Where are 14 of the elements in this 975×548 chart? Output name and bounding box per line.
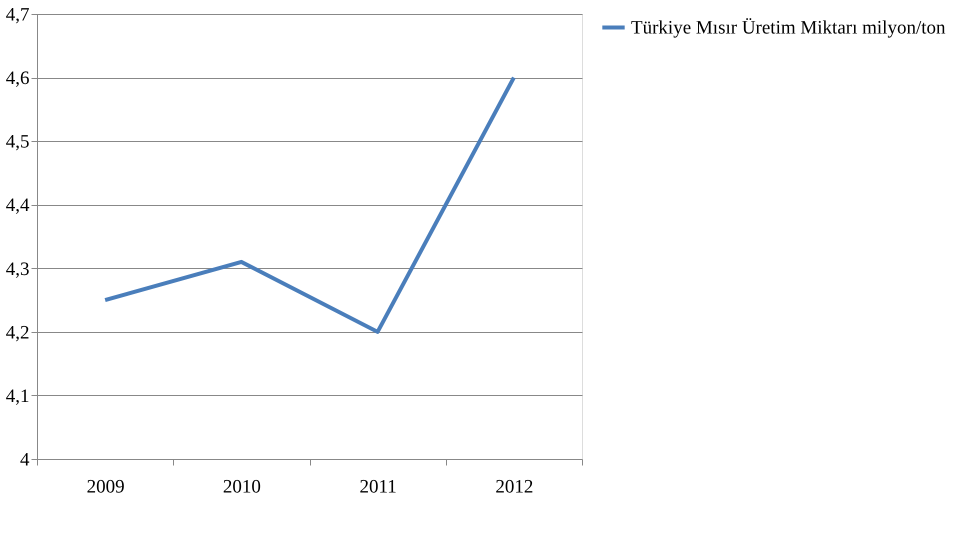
line-series [103, 76, 516, 334]
y-tick-label: 4 [20, 450, 30, 470]
y-tick-label: 4,5 [6, 132, 30, 153]
y-tick-label: 4,2 [6, 322, 30, 344]
x-tick-label: 2011 [359, 476, 397, 498]
legend-label: Türkiye Mısır Üretim Miktarı milyon/ton [631, 18, 946, 38]
y-tick-label: 4,1 [6, 386, 30, 407]
y-tick-label: 4,3 [6, 258, 30, 280]
x-tick-label: 2010 [222, 476, 261, 498]
x-tick-label: 2012 [495, 476, 534, 498]
y-tick-label: 4,4 [6, 195, 30, 216]
x-tick-label: 2009 [86, 476, 125, 498]
y-tick-label: 4,6 [6, 68, 30, 90]
y-tick-label: 4,7 [6, 4, 30, 26]
